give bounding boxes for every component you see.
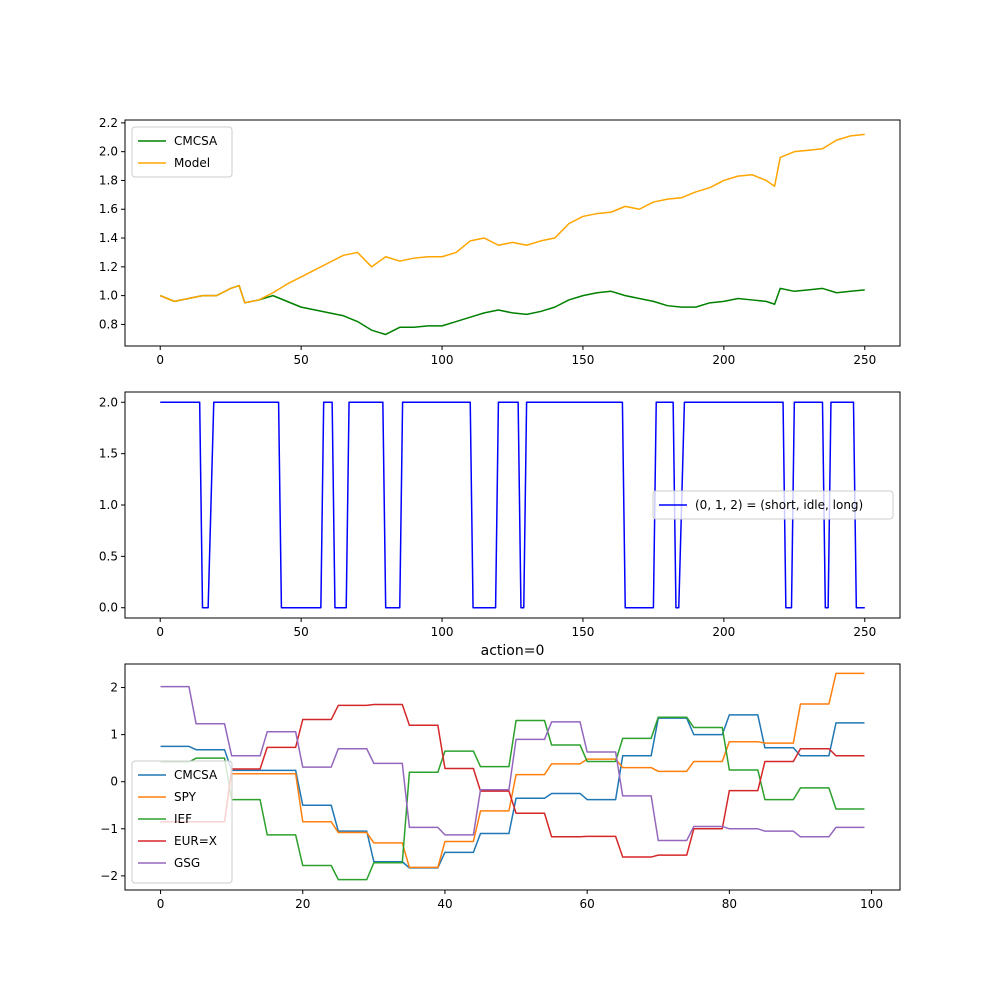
y-tick-label: 1.2 bbox=[99, 260, 118, 274]
series-line-model bbox=[159, 133, 865, 304]
y-tick-label: 0.0 bbox=[99, 601, 118, 615]
x-tick-label: 150 bbox=[572, 625, 595, 639]
x-tick-label: 0 bbox=[157, 897, 165, 911]
panel-2: 0 50 100 150 200 250 0.0 0.5 1.0 1.5 2.0 (0, 1, 2) … bbox=[99, 391, 901, 639]
legend-label: Model bbox=[174, 156, 210, 170]
x-tick-label: 100 bbox=[860, 897, 883, 911]
y-tick-label: 0 bbox=[110, 775, 118, 789]
y-tick-label: 2 bbox=[110, 681, 118, 695]
y-tick-label: 1 bbox=[110, 728, 118, 742]
y-tick-label: 2.0 bbox=[99, 145, 118, 159]
x-tick-label: 250 bbox=[853, 353, 876, 367]
series-line-gsg bbox=[160, 685, 865, 842]
y-tick-label: 0.8 bbox=[99, 317, 118, 331]
y-tick-label: −2 bbox=[100, 869, 118, 883]
series-line-cmcsa bbox=[160, 714, 865, 869]
legend-label: CMCSA bbox=[174, 768, 218, 782]
legend-label: SPY bbox=[174, 790, 197, 804]
x-tick-label: 200 bbox=[712, 353, 735, 367]
legend: (0, 1, 2) = (short, idle, long) bbox=[652, 490, 894, 520]
x-tick-label: 100 bbox=[431, 353, 454, 367]
y-tick-label: 1.0 bbox=[99, 498, 118, 512]
series-line-eur-x bbox=[160, 703, 865, 858]
x-tick-label: 60 bbox=[580, 897, 595, 911]
x-tick-label: 100 bbox=[431, 625, 454, 639]
series-line-spy bbox=[160, 672, 865, 869]
legend-box bbox=[131, 126, 233, 178]
x-tick-label: 0 bbox=[156, 353, 164, 367]
series-line-cmcsa bbox=[159, 284, 865, 336]
x-tick-label: 20 bbox=[295, 897, 310, 911]
x-tick-label: 80 bbox=[722, 897, 737, 911]
x-tick-label: 50 bbox=[293, 625, 308, 639]
y-tick-label: 1.4 bbox=[99, 231, 118, 245]
legend-label: IEF bbox=[174, 812, 192, 826]
panel-3: 0 20 40 60 80 100 −2 −1 0 1 2 action=0 CMCSA SPY IEF EU… bbox=[100, 643, 901, 911]
x-tick-label: 0 bbox=[156, 625, 164, 639]
legend-box bbox=[131, 760, 233, 884]
chart-title: action=0 bbox=[481, 643, 545, 659]
y-tick-label: 0.5 bbox=[99, 549, 118, 563]
series-line-0-1-2-short-idle-long bbox=[160, 401, 865, 609]
y-tick-label: 2.2 bbox=[99, 116, 118, 130]
legend-label: EUR=X bbox=[174, 834, 217, 848]
y-tick-label: −1 bbox=[100, 822, 118, 836]
legend: CMCSA Model bbox=[131, 126, 233, 178]
legend-label: (0, 1, 2) = (short, idle, long) bbox=[695, 498, 863, 512]
axes-frame bbox=[124, 663, 901, 891]
y-tick-label: 1.5 bbox=[99, 447, 118, 461]
legend: CMCSA SPY IEF EUR=X GSG bbox=[131, 760, 233, 884]
x-tick-label: 40 bbox=[437, 897, 452, 911]
legend-box bbox=[652, 490, 894, 520]
series-line-ief bbox=[160, 716, 865, 881]
legend-label: GSG bbox=[174, 856, 200, 870]
x-tick-label: 200 bbox=[712, 625, 735, 639]
y-tick-label: 1.6 bbox=[99, 202, 118, 216]
axes-frame bbox=[124, 119, 901, 347]
y-tick-label: 2.0 bbox=[99, 395, 118, 409]
y-tick-label: 1.8 bbox=[99, 173, 118, 187]
y-tick-label: 1.0 bbox=[99, 289, 118, 303]
x-tick-label: 50 bbox=[293, 353, 308, 367]
x-tick-label: 150 bbox=[572, 353, 595, 367]
x-tick-label: 250 bbox=[853, 625, 876, 639]
panel-1: 0 50 100 150 200 250 0.8 1.0 1.2 1.4 1.6 1.8 2.0 2.2 C… bbox=[99, 116, 901, 367]
legend-label: CMCSA bbox=[174, 134, 218, 148]
